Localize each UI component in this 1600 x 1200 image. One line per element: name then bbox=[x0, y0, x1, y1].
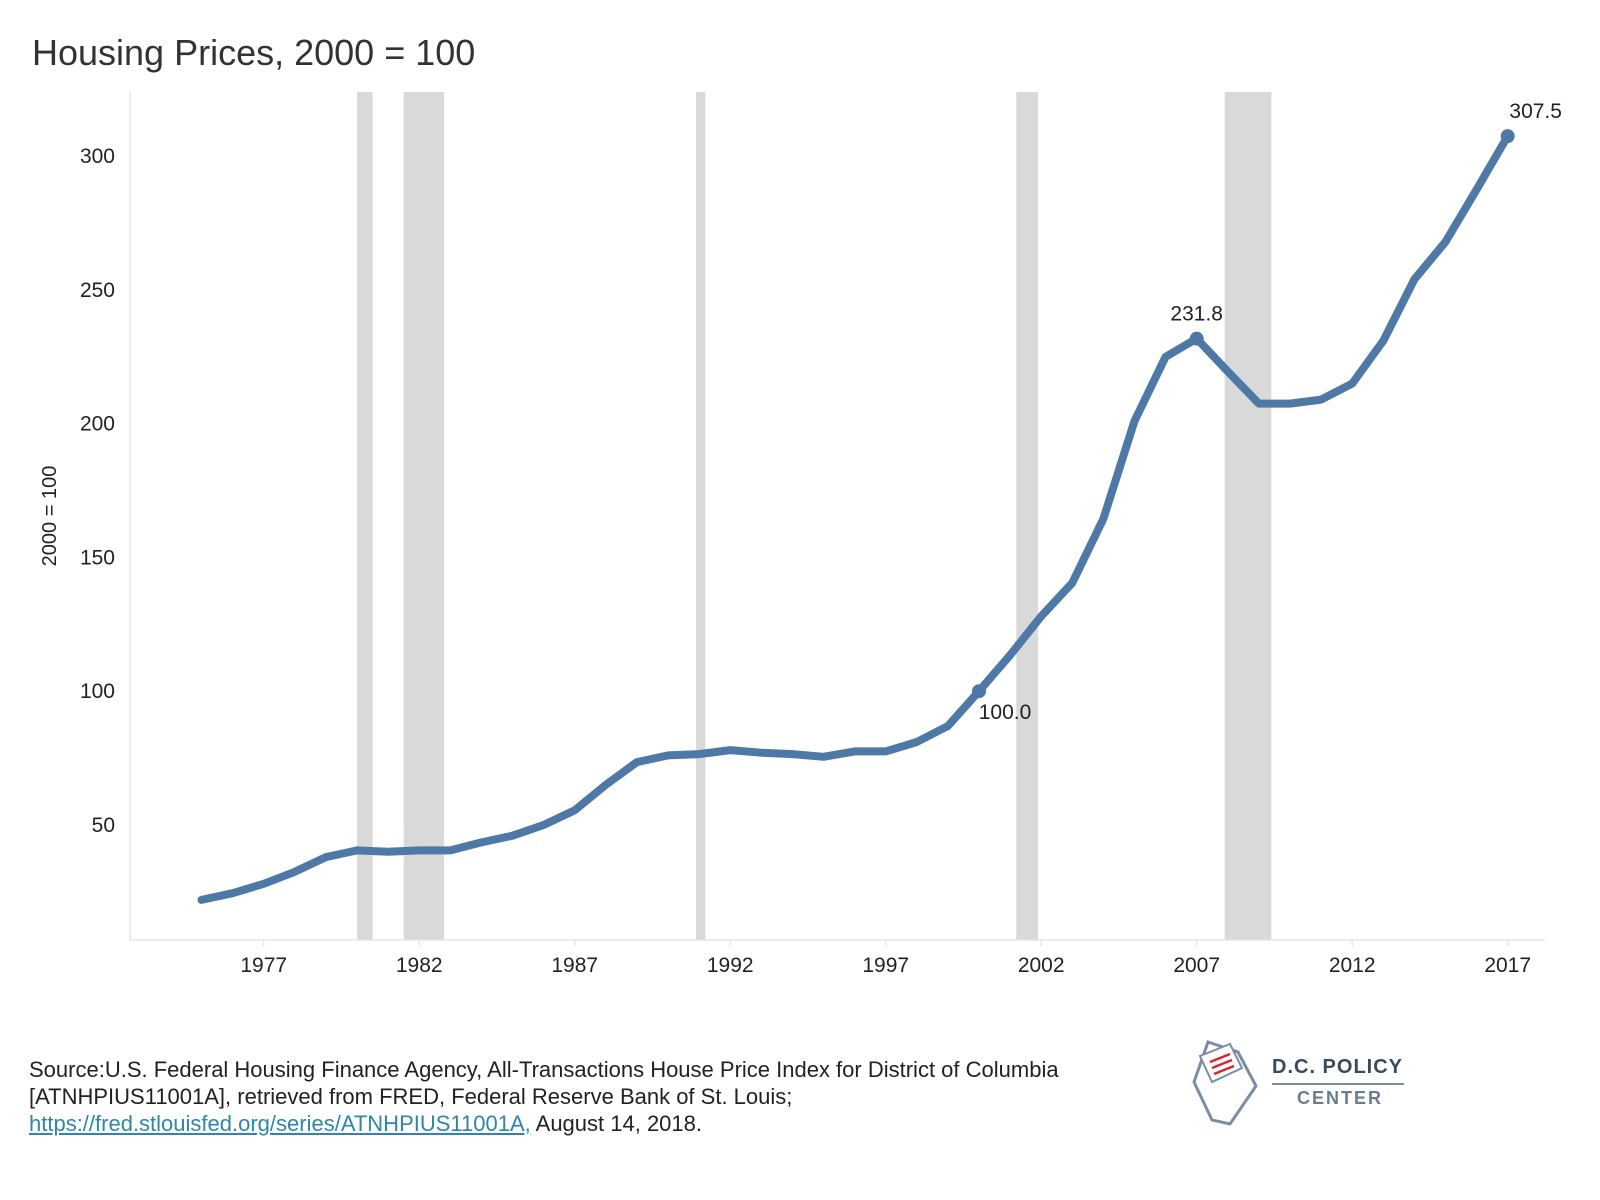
x-tick-label: 2012 bbox=[1329, 954, 1376, 977]
data-label: 100.0 bbox=[979, 701, 1032, 724]
source-note: Source:U.S. Federal Housing Finance Agen… bbox=[29, 1056, 1069, 1137]
line-chart: 1977 1982 1987 1992 1997 2002 2007 2012 2017 50 1… bbox=[39, 92, 1562, 977]
y-tick-label: 250 bbox=[80, 279, 115, 302]
x-tick-labels: 1977 1982 1987 1992 1997 2002 2007 2012 2017 bbox=[240, 940, 1531, 977]
y-tick-label: 200 bbox=[80, 413, 115, 436]
dc-policy-center-logo: D.C. POLICY CENTER bbox=[1190, 1036, 1420, 1132]
data-label: 307.5 bbox=[1509, 100, 1562, 123]
y-axis-label: 2000 = 100 bbox=[39, 466, 61, 567]
data-labels: 100.0 231.8 307.5 bbox=[979, 100, 1562, 724]
highlight-point bbox=[1189, 331, 1204, 346]
x-tick-label: 2007 bbox=[1173, 954, 1220, 977]
series-line bbox=[197, 132, 1512, 904]
y-tick-label: 50 bbox=[92, 814, 115, 837]
highlight-point bbox=[972, 684, 986, 699]
x-tick-label: 1982 bbox=[396, 954, 443, 977]
y-tick-labels: 50 100 150 200 250 300 bbox=[80, 145, 115, 837]
recession-band-2 bbox=[403, 92, 445, 940]
x-tick-label: 2002 bbox=[1018, 954, 1065, 977]
x-tick-label: 1987 bbox=[551, 954, 598, 977]
source-link[interactable]: https://fred.stlouisfed.org/series/ATNHP… bbox=[29, 1111, 531, 1136]
recession-band-5 bbox=[1224, 92, 1272, 940]
logo-divider bbox=[1272, 1083, 1404, 1085]
x-tick-label: 1977 bbox=[240, 954, 287, 977]
dc-map-icon bbox=[1192, 1040, 1258, 1126]
recession-band-4 bbox=[1016, 92, 1039, 940]
chart-title: Housing Prices, 2000 = 100 bbox=[32, 32, 476, 73]
source-text: Source:U.S. Federal Housing Finance Agen… bbox=[29, 1057, 1059, 1109]
data-points bbox=[972, 129, 1515, 699]
recession-bands bbox=[357, 92, 1272, 940]
x-tick-label: 1997 bbox=[862, 954, 909, 977]
y-tick-label: 300 bbox=[80, 145, 115, 168]
x-tick-label: 1992 bbox=[707, 954, 754, 977]
logo-line-2: CENTER bbox=[1297, 1088, 1384, 1108]
source-suffix: August 14, 2018. bbox=[530, 1111, 703, 1136]
logo-line-1: D.C. POLICY bbox=[1272, 1056, 1404, 1078]
y-tick-label: 150 bbox=[80, 546, 115, 569]
y-tick-label: 100 bbox=[80, 680, 115, 703]
highlight-point bbox=[1500, 129, 1515, 144]
recession-band-3 bbox=[696, 92, 706, 940]
x-tick-label: 2017 bbox=[1484, 954, 1531, 977]
recession-band-1 bbox=[357, 92, 373, 940]
data-label: 231.8 bbox=[1170, 303, 1223, 326]
